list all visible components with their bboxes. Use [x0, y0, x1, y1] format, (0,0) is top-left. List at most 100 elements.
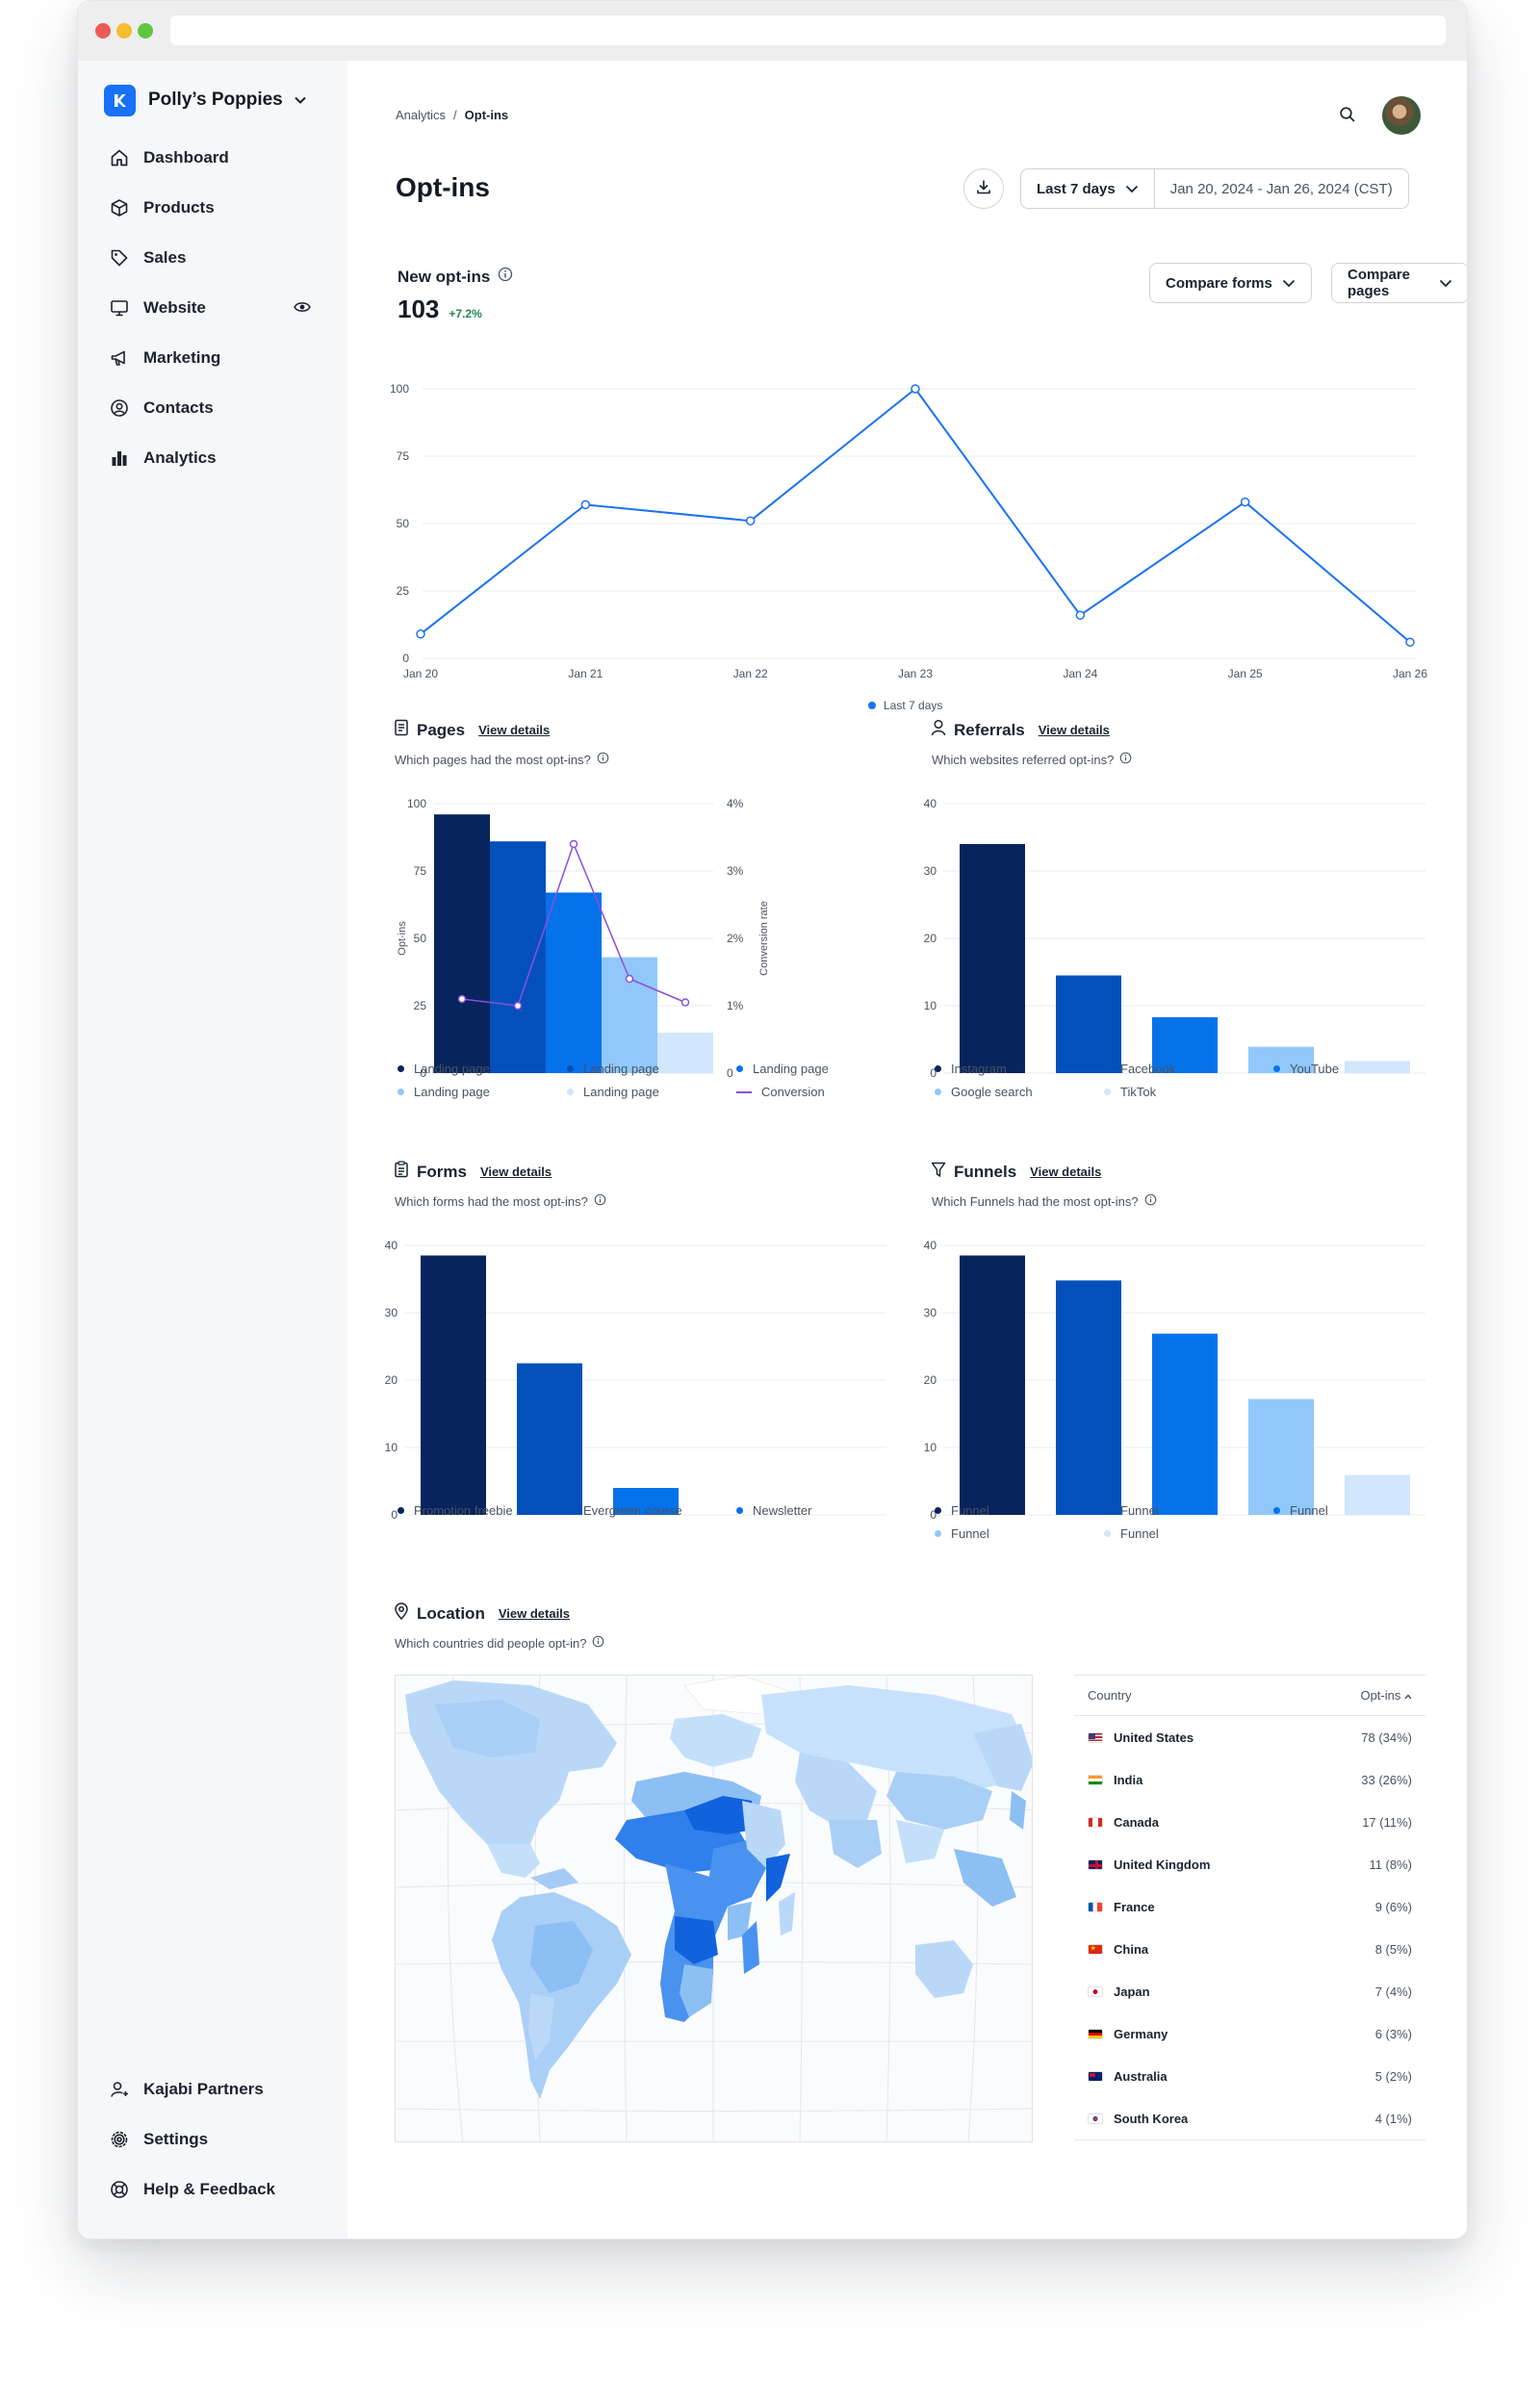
- site-name: Polly’s Poppies: [148, 90, 283, 110]
- pages-title: Pages: [417, 720, 466, 739]
- sidebar-item-kajabi-partners[interactable]: Kajabi Partners: [109, 2075, 330, 2104]
- y-tick-label: 0: [930, 1508, 937, 1522]
- megaphone-icon: [109, 347, 130, 369]
- legend-item[interactable]: Instagram: [935, 1062, 1104, 1076]
- compare-pages-label: Compare pages: [1348, 267, 1411, 299]
- series-line: [420, 387, 1411, 643]
- close-window-button[interactable]: [95, 23, 111, 38]
- legend-swatch: [935, 1065, 941, 1072]
- y-tick-label: 20: [385, 1373, 398, 1387]
- x-tick-label: Jan 20: [403, 667, 438, 680]
- legend-item[interactable]: Landing page: [398, 1085, 567, 1099]
- table-row[interactable]: Canada 17 (11%): [1074, 1801, 1425, 1843]
- sidebar-item-products[interactable]: Products: [109, 193, 330, 222]
- referrals-bar-chart: 0 10 20 30 40: [924, 797, 1425, 1080]
- table-row[interactable]: South Korea 4 (1%): [1074, 2097, 1425, 2139]
- bar: [546, 892, 602, 1073]
- referrals-view-details-link[interactable]: View details: [1038, 723, 1110, 737]
- eye-icon[interactable]: [294, 300, 311, 319]
- country-cell: France: [1088, 1900, 1155, 1914]
- bar: [1248, 1398, 1314, 1515]
- forms-view-details-link[interactable]: View details: [479, 1165, 552, 1179]
- legend-item[interactable]: Funnel: [1104, 1526, 1273, 1541]
- date-range-field[interactable]: Jan 20, 2024 - Jan 26, 2024 (CST): [1169, 180, 1393, 197]
- table-row[interactable]: United Kingdom 11 (8%): [1074, 1843, 1425, 1885]
- info-icon[interactable]: [597, 752, 609, 767]
- info-icon[interactable]: [1144, 1193, 1157, 1209]
- sidebar-item-analytics[interactable]: Analytics: [109, 444, 330, 473]
- legend-item[interactable]: Landing page: [398, 1062, 567, 1076]
- column-header-country: Country: [1088, 1688, 1132, 1703]
- legend-swatch: [398, 1507, 404, 1514]
- sidebar-item-sales[interactable]: Sales: [109, 243, 330, 272]
- sidebar-item-website[interactable]: Website: [109, 294, 330, 322]
- range-select[interactable]: Last 7 days: [1021, 169, 1155, 208]
- range-select-label: Last 7 days: [1037, 180, 1116, 197]
- avatar[interactable]: [1382, 96, 1421, 135]
- search-icon[interactable]: [1339, 106, 1356, 128]
- legend-item[interactable]: Conversion: [736, 1085, 906, 1099]
- breadcrumb-current: Opt-ins: [464, 108, 509, 122]
- legend-item[interactable]: Landing page: [736, 1062, 906, 1076]
- legend-item[interactable]: Evergreen course: [567, 1503, 736, 1518]
- flag-de-icon: [1088, 2028, 1103, 2039]
- optins-cell: 33 (26%): [1361, 1772, 1412, 1787]
- site-switcher[interactable]: Polly’s Poppies: [104, 84, 306, 116]
- browser-titlebar: [78, 1, 1467, 61]
- country-name: Canada: [1114, 1814, 1159, 1830]
- legend-item[interactable]: Landing page: [567, 1085, 736, 1099]
- table-row[interactable]: France 9 (6%): [1074, 1885, 1425, 1928]
- funnels-view-details-link[interactable]: View details: [1030, 1165, 1102, 1179]
- info-icon[interactable]: [1119, 752, 1132, 767]
- info-icon[interactable]: [594, 1193, 606, 1209]
- compare-pages-button[interactable]: Compare pages: [1331, 263, 1467, 303]
- sidebar-item-contacts[interactable]: Contacts: [109, 394, 330, 423]
- info-icon[interactable]: [498, 267, 513, 287]
- legend-item[interactable]: Funnel: [1273, 1503, 1443, 1518]
- table-row[interactable]: Germany 6 (3%): [1074, 2012, 1425, 2055]
- table-row[interactable]: ★ China 8 (5%): [1074, 1928, 1425, 1970]
- info-icon[interactable]: [592, 1635, 604, 1651]
- location-pin-icon: [394, 1602, 409, 1625]
- kajabi-logo-icon: [104, 84, 136, 116]
- table-row[interactable]: Australia 5 (2%): [1074, 2055, 1425, 2097]
- address-bar[interactable]: [170, 15, 1446, 45]
- pages-view-details-link[interactable]: View details: [478, 723, 551, 737]
- location-view-details-link[interactable]: View details: [498, 1606, 571, 1621]
- legend-label: TikTok: [1120, 1085, 1157, 1099]
- flag-in-icon: [1088, 1774, 1103, 1785]
- legend-item[interactable]: Promotion freebie: [398, 1503, 567, 1518]
- legend-item[interactable]: Newsletter: [736, 1503, 906, 1518]
- legend-item[interactable]: Google search: [935, 1085, 1104, 1099]
- flag-au-icon: [1088, 2070, 1103, 2082]
- legend-item[interactable]: Facebook: [1104, 1062, 1273, 1076]
- legend-item[interactable]: TikTok: [1104, 1085, 1273, 1099]
- maximize-window-button[interactable]: [138, 23, 153, 38]
- sidebar-item-marketing[interactable]: Marketing: [109, 344, 330, 372]
- funnels-bar-chart: 0 10 20 30 40: [924, 1239, 1425, 1522]
- table-row[interactable]: United States 78 (34%): [1074, 1716, 1425, 1758]
- column-header-optins[interactable]: Opt-ins: [1360, 1688, 1412, 1703]
- country-cell: Canada: [1088, 1815, 1159, 1830]
- sidebar-item-dashboard[interactable]: Dashboard: [109, 143, 330, 172]
- table-row[interactable]: India 33 (26%): [1074, 1758, 1425, 1801]
- download-button[interactable]: [963, 168, 1004, 209]
- sidebar-item-settings[interactable]: Settings: [109, 2125, 330, 2154]
- table-row[interactable]: Japan 7 (4%): [1074, 1970, 1425, 2012]
- legend-swatch: [1273, 1065, 1280, 1072]
- sidebar-item-help-feedback[interactable]: Help & Feedback: [109, 2175, 330, 2204]
- legend-item[interactable]: Funnel: [935, 1503, 1104, 1518]
- optins-cell: 11 (8%): [1369, 1857, 1412, 1872]
- breadcrumb-link-analytics[interactable]: Analytics: [396, 108, 447, 122]
- sidebar-item-label: Marketing: [143, 348, 221, 367]
- monitor-icon: [109, 297, 130, 319]
- minimize-window-button[interactable]: [116, 23, 132, 38]
- country-cell: India: [1088, 1773, 1142, 1787]
- compare-forms-button[interactable]: Compare forms: [1149, 263, 1312, 303]
- legend-item[interactable]: Funnel: [935, 1526, 1104, 1541]
- world-map[interactable]: [395, 1675, 1033, 2142]
- legend-item[interactable]: Landing page: [567, 1062, 736, 1076]
- legend-item[interactable]: Funnel: [1104, 1503, 1273, 1518]
- legend-item[interactable]: YouTube: [1273, 1062, 1443, 1076]
- funnels-section-heading: Funnels View details: [931, 1161, 1101, 1183]
